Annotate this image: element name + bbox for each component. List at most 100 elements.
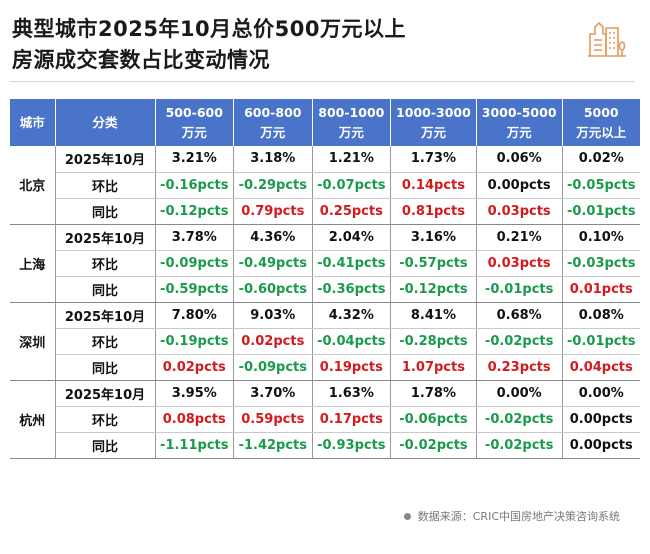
value-cell: 8.41% [390,302,477,329]
column-header-text: 万元 [338,124,364,140]
value-cell: -0.04pcts [312,328,392,355]
value-cell: 0.08% [562,302,640,329]
table-row: 同比 -1.11pcts -1.42pcts -0.93pcts -0.02pcts -0… [10,432,640,459]
value-cell: 3.16% [390,224,477,251]
table-row: 北京 2025年10月 3.21% 3.18% 1.21% 1.73% 0.06% 0.02% [10,146,640,225]
source-text: 数据来源：CRIC中国房地产决策咨询系统 [417,510,620,523]
value-cell: -0.60pcts [233,276,313,303]
value-cell: 3.18% [233,146,313,173]
column-header-text: 3000-5000 [481,104,557,120]
table-row: 杭州 2025年10月 3.95% 3.70% 1.63% 1.78% 0.00% 0.00% [10,380,640,459]
value-cell: 0.79pcts [233,198,313,225]
row-label: 环比 [55,328,156,355]
column-header-text: 500-600 [165,104,223,120]
value-cell: 0.23pcts [476,354,563,381]
value-cell: 0.02% [562,146,640,173]
value-cell: -0.01pcts [562,198,640,225]
value-cell: 0.00% [476,380,563,407]
column-header-text: 万元 [420,124,446,140]
table-row: 环比 -0.19pcts 0.02pcts -0.04pcts -0.28pcts -0.… [10,328,640,355]
city-cell: 上海 [10,224,56,303]
table-row: 环比 -0.09pcts -0.49pcts -0.41pcts -0.57pcts 0.… [10,250,640,277]
value-cell: 0.00pcts [562,432,640,459]
value-cell: -0.16pcts [155,172,235,199]
value-cell: -0.07pcts [312,172,392,199]
column-header-text: 800-1000 [318,104,385,120]
column-header-text: 600-800 [244,104,302,120]
value-cell: 1.63% [312,380,392,407]
table-row: 同比 -0.12pcts 0.79pcts 0.25pcts 0.81pcts 0.03p… [10,198,640,225]
value-cell: 7.80% [155,302,235,329]
value-cell: 1.73% [390,146,477,173]
column-header: 分类 [55,99,156,146]
value-cell: 0.08pcts [155,406,235,433]
column-header-text: 万元以上 [576,124,627,140]
value-cell: 9.03% [233,302,313,329]
column-header-text: 万元 [181,124,207,140]
city-cell: 杭州 [10,380,56,459]
row-label: 同比 [55,354,156,381]
source-note: 数据来源：CRIC中国房地产决策咨询系统 [403,508,620,524]
value-cell: -0.41pcts [312,250,392,277]
column-header: 城市 [10,99,56,146]
value-cell: 0.14pcts [390,172,477,199]
value-cell: 0.00pcts [562,406,640,433]
row-label: 同比 [55,276,156,303]
row-label: 2025年10月 [55,302,156,329]
value-cell: 2.04% [312,224,392,251]
column-header-text: 万元 [506,124,532,140]
value-cell: -0.02pcts [390,432,477,459]
value-cell: 0.02pcts [155,354,235,381]
value-cell: -0.09pcts [155,250,235,277]
bullet-icon [403,512,411,520]
column-header: 600-800 万元 [233,99,313,146]
column-header: 3000-5000 万元 [476,99,563,146]
value-cell: 0.21% [476,224,563,251]
value-cell: 0.81pcts [390,198,477,225]
row-label: 环比 [55,250,156,277]
value-cell: -0.29pcts [233,172,313,199]
value-cell: -0.09pcts [233,354,313,381]
value-cell: -0.05pcts [562,172,640,199]
value-cell: -0.01pcts [476,276,563,303]
table-row: 同比 0.02pcts -0.09pcts 0.19pcts 1.07pcts 0.23p… [10,354,640,381]
value-cell: 0.17pcts [312,406,392,433]
table-row: 同比 -0.59pcts -0.60pcts -0.36pcts -0.12pcts -0… [10,276,640,303]
value-cell: 4.32% [312,302,392,329]
column-header-text: 1000-3000 [396,104,471,120]
table-row: 深圳 2025年10月 7.80% 9.03% 4.32% 8.41% 0.68% 0.08% [10,302,640,381]
column-header: 800-1000 万元 [312,99,392,146]
value-cell: 1.07pcts [390,354,477,381]
table-row: 环比 0.08pcts 0.59pcts 0.17pcts -0.06pcts -0.02… [10,406,640,433]
value-cell: 0.00pcts [476,172,563,199]
value-cell: 0.19pcts [312,354,392,381]
value-cell: 3.78% [155,224,235,251]
title-divider [10,81,635,82]
city-cell: 北京 [10,146,56,225]
value-cell: -0.36pcts [312,276,392,303]
value-cell: -0.03pcts [562,250,640,277]
value-cell: -0.12pcts [390,276,477,303]
value-cell: -1.11pcts [155,432,235,459]
value-cell: 3.21% [155,146,235,173]
value-cell: -0.12pcts [155,198,235,225]
city-buildings-icon [588,21,626,57]
row-label: 2025年10月 [55,146,156,173]
value-cell: 0.25pcts [312,198,392,225]
value-cell: -0.49pcts [233,250,313,277]
title-line-1: 典型城市2025年10月总价500万元以上 [12,17,407,41]
row-label: 同比 [55,198,156,225]
value-cell: 1.78% [390,380,477,407]
row-label: 2025年10月 [55,380,156,407]
row-label: 环比 [55,172,156,199]
value-cell: -0.19pcts [155,328,235,355]
value-cell: 0.02pcts [233,328,313,355]
value-cell: -0.93pcts [312,432,392,459]
data-table: 城市 分类 500-600 万元 600-800 万元 800-1000 万元 1000-300… [10,99,640,459]
value-cell: -0.06pcts [390,406,477,433]
value-cell: -1.42pcts [233,432,313,459]
column-header-text: 万元 [260,124,286,140]
page-title: 典型城市2025年10月总价500万元以上 房源成交套数占比变动情况 [12,14,406,76]
value-cell: -0.01pcts [562,328,640,355]
row-label: 2025年10月 [55,224,156,251]
